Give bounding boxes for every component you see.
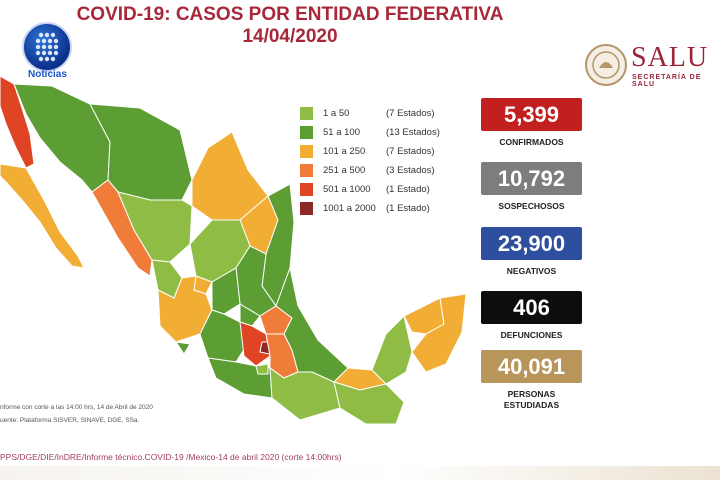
- broadcast-logo-icon: Noticias: [18, 18, 72, 80]
- title-main: COVID-19: CASOS POR ENTIDAD FEDERATIVA: [76, 4, 504, 25]
- stat-value: 23,900: [481, 227, 582, 260]
- stat-personas-estudiadas: 40,091 PERSONAS ESTUDIADAS: [481, 350, 582, 411]
- stat-value: 10,792: [481, 162, 582, 195]
- legend-range: 251 a 500: [323, 165, 366, 176]
- legend-swatch: [300, 202, 313, 215]
- stat-defunciones: 406 DEFUNCIONES: [481, 291, 582, 341]
- legend-item: 501 a 1000 (1 Estado): [300, 180, 440, 199]
- bottom-bar: [0, 466, 720, 480]
- government-seal-icon: [585, 44, 627, 86]
- legend-swatch: [300, 107, 313, 120]
- state-colima: [174, 341, 191, 355]
- salud-logo: SALU SECRETARÍA DE SALU: [585, 42, 720, 88]
- mexico-map: [0, 75, 467, 425]
- legend-swatch: [300, 164, 313, 177]
- stat-negativos: 23,900 NEGATIVOS: [481, 227, 582, 277]
- state-chiapas: [333, 381, 405, 425]
- legend-range: 51 a 100: [323, 127, 360, 138]
- legend-item: 101 a 250 (7 Estados): [300, 142, 440, 161]
- report-note: nforme con corte a las 14:00 hrs, 14 de …: [0, 404, 153, 411]
- footer-reference: PPS/DGE/DIE/InDRE/Informe técnico.COVID-…: [0, 452, 342, 462]
- legend-range: 501 a 1000: [323, 184, 371, 195]
- state-campeche: [371, 315, 413, 385]
- stat-label: NEGATIVOS: [506, 266, 557, 276]
- legend-count: (3 Estados): [386, 165, 435, 176]
- legend-item: 1 a 50 (7 Estados): [300, 104, 440, 123]
- map-states: [0, 75, 467, 425]
- stat-value: 406: [481, 291, 582, 324]
- stat-label: SOSPECHOSOS: [498, 201, 565, 211]
- state-morelos: [255, 363, 269, 375]
- stat-label: PERSONAS ESTUDIADAS: [503, 389, 560, 410]
- legend-count: (7 Estados): [386, 108, 435, 119]
- salud-word: SALU: [631, 42, 709, 73]
- legend-count: (7 Estados): [386, 146, 435, 157]
- legend-range: 101 a 250: [323, 146, 366, 157]
- map-legend: 1 a 50 (7 Estados) 51 a 100 (13 Estados)…: [300, 104, 440, 218]
- state-oaxaca: [269, 366, 341, 421]
- stat-label: CONFIRMADOS: [499, 137, 564, 147]
- stat-confirmados: 5,399 CONFIRMADOS: [481, 98, 582, 148]
- logo-circle: [22, 22, 72, 72]
- legend-item: 1001 a 2000 (1 Estado): [300, 199, 440, 218]
- legend-count: (1 Estado): [386, 203, 430, 214]
- stat-label: DEFUNCIONES: [500, 330, 563, 340]
- state-quintana-roo: [411, 293, 467, 373]
- page-title: COVID-19: CASOS POR ENTIDAD FEDERATIVA 1…: [60, 4, 520, 48]
- legend-item: 51 a 100 (13 Estados): [300, 123, 440, 142]
- legend-range: 1001 a 2000: [323, 203, 376, 214]
- salud-subtitle: SECRETARÍA DE SALU: [632, 74, 702, 88]
- legend-item: 251 a 500 (3 Estados): [300, 161, 440, 180]
- source-note: uente: Plataforma SISVER, SINAVE, DGE, S…: [0, 417, 140, 424]
- state-guerrero: [207, 357, 273, 399]
- state-jalisco: [157, 275, 213, 343]
- legend-count: (1 Estado): [386, 184, 430, 195]
- logo-text: Noticias: [28, 69, 67, 80]
- title-date: 14/04/2020: [242, 26, 338, 47]
- state-baja-california-sur: [0, 163, 85, 269]
- state-guanajuato: [211, 267, 241, 315]
- legend-swatch: [300, 183, 313, 196]
- legend-count: (13 Estados): [386, 127, 440, 138]
- stat-sospechosos: 10,792 SOSPECHOSOS: [481, 162, 582, 212]
- stat-value: 40,091: [481, 350, 582, 383]
- legend-swatch: [300, 145, 313, 158]
- state-baja-california: [0, 75, 35, 169]
- stat-value: 5,399: [481, 98, 582, 131]
- legend-swatch: [300, 126, 313, 139]
- legend-range: 1 a 50: [323, 108, 350, 119]
